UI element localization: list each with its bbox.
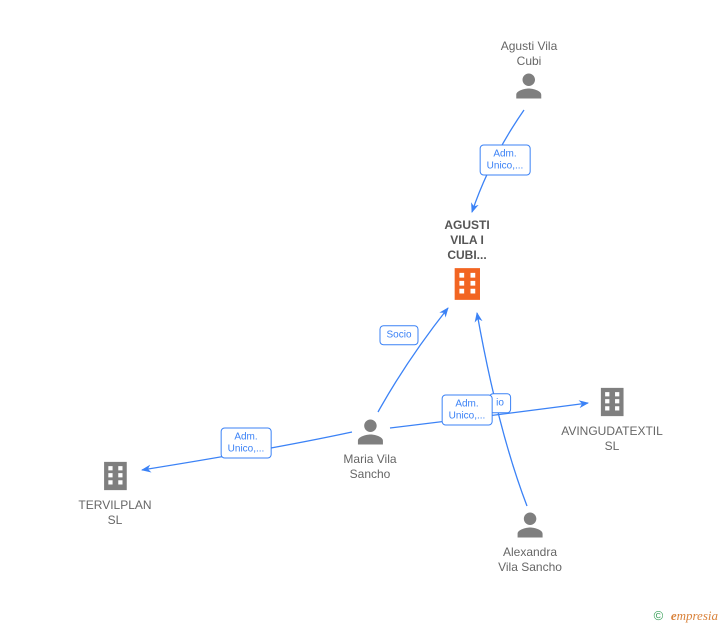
- brand-name: empresia: [671, 608, 718, 623]
- person-icon: [515, 510, 545, 545]
- building-icon: [448, 265, 486, 308]
- edge-label: Socio: [379, 325, 418, 345]
- edges-layer: [0, 0, 728, 630]
- edge-label: Adm. Unico,...: [221, 428, 272, 459]
- node-label: AVINGUDATEXTIL SL: [561, 424, 663, 454]
- edge-label: Adm. Unico,...: [442, 395, 493, 426]
- node-avingudatextil[interactable]: AVINGUDATEXTIL SL: [561, 385, 663, 456]
- copyright-symbol: ©: [654, 608, 664, 623]
- node-label: TERVILPLAN SL: [78, 498, 151, 528]
- diagram-canvas: Agusti Vila Cubi AGUSTI VILA I CUBI... M…: [0, 0, 728, 630]
- node-label: Alexandra Vila Sancho: [498, 545, 562, 575]
- edge-label: Adm. Unico,...: [480, 145, 531, 176]
- building-icon: [98, 459, 132, 498]
- node-maria-person[interactable]: Maria Vila Sancho: [343, 417, 396, 484]
- node-alexandra-person[interactable]: Alexandra Vila Sancho: [498, 510, 562, 577]
- person-icon: [355, 417, 385, 452]
- person-icon: [514, 71, 544, 106]
- edge-label: io: [489, 393, 511, 413]
- node-label: Maria Vila Sancho: [343, 452, 396, 482]
- node-label: Agusti Vila Cubi: [501, 39, 557, 69]
- node-tervilplan[interactable]: TERVILPLAN SL: [78, 459, 151, 530]
- node-label: AGUSTI VILA I CUBI...: [444, 218, 489, 263]
- watermark: © empresia: [654, 608, 718, 624]
- building-icon: [595, 385, 629, 424]
- edge-path: [378, 308, 448, 412]
- node-center-company[interactable]: AGUSTI VILA I CUBI...: [444, 218, 489, 308]
- node-agusti-person[interactable]: Agusti Vila Cubi: [501, 39, 557, 106]
